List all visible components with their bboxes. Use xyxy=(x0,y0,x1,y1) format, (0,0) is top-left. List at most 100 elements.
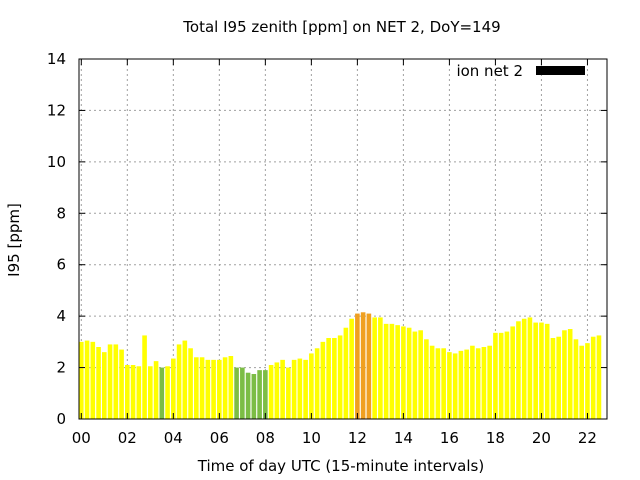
plot-frame xyxy=(78,58,608,420)
x-tick-label: 04 xyxy=(164,429,183,447)
bar xyxy=(79,341,84,419)
bar xyxy=(234,367,239,419)
bar xyxy=(435,348,441,419)
bar xyxy=(90,341,96,419)
y-tick-label: 12 xyxy=(47,101,66,119)
x-tick-label: 16 xyxy=(440,429,459,447)
bar xyxy=(516,321,521,419)
chart-title: Total I95 zenith [ppm] on NET 2, DoY=149 xyxy=(182,18,500,36)
bar xyxy=(533,322,538,419)
bar xyxy=(257,370,262,419)
bar xyxy=(165,366,170,419)
x-tick-label: 02 xyxy=(118,429,137,447)
bar xyxy=(119,349,124,419)
x-tick-label: 00 xyxy=(72,429,91,447)
bar xyxy=(424,339,429,419)
bar xyxy=(130,365,136,419)
bar xyxy=(125,365,130,419)
bar xyxy=(452,353,458,419)
bar xyxy=(136,366,142,419)
bar xyxy=(579,345,584,419)
bar xyxy=(441,348,446,419)
y-tick-label: 8 xyxy=(56,204,66,222)
bar xyxy=(222,357,228,419)
bar xyxy=(544,323,550,419)
bar xyxy=(337,335,343,419)
bar xyxy=(176,344,182,419)
bar xyxy=(366,313,372,419)
bar xyxy=(567,329,573,419)
bar xyxy=(418,330,423,419)
bar xyxy=(539,322,544,419)
bar xyxy=(573,339,579,419)
bar xyxy=(309,353,314,419)
bar xyxy=(521,318,527,419)
bar xyxy=(596,335,602,419)
bar xyxy=(498,332,504,419)
bar xyxy=(383,323,389,419)
bar xyxy=(107,344,113,419)
x-tick-label: 10 xyxy=(302,429,321,447)
y-tick-label: 14 xyxy=(47,50,66,68)
bar xyxy=(314,348,320,419)
bar xyxy=(182,340,188,419)
bar xyxy=(475,348,481,419)
bar xyxy=(286,367,291,419)
y-tick-label: 2 xyxy=(56,359,66,377)
bar xyxy=(556,336,561,419)
bar xyxy=(395,325,400,419)
legend: ion net 2 xyxy=(456,62,585,80)
bar xyxy=(504,331,510,419)
bar xyxy=(228,356,234,419)
bar xyxy=(291,359,297,419)
bar xyxy=(113,344,119,419)
bar xyxy=(590,336,596,419)
bar xyxy=(343,327,349,419)
bar xyxy=(550,338,556,419)
bar xyxy=(389,323,395,419)
bar xyxy=(171,358,176,419)
bar xyxy=(372,317,377,419)
bar xyxy=(96,347,101,419)
bar xyxy=(251,374,257,419)
bar xyxy=(102,352,107,419)
bar xyxy=(447,352,452,419)
bar xyxy=(199,357,205,419)
bar xyxy=(429,345,435,419)
bar xyxy=(245,372,251,419)
bar xyxy=(487,345,492,419)
y-axis-label: I95 [ppm] xyxy=(5,203,23,277)
bar xyxy=(188,348,193,419)
x-tick-label: 06 xyxy=(210,429,229,447)
bar xyxy=(303,359,308,419)
bar xyxy=(280,359,285,419)
x-tick-label: 14 xyxy=(394,429,413,447)
bar xyxy=(464,349,469,419)
bar xyxy=(470,345,475,419)
x-tick-label: 12 xyxy=(348,429,367,447)
bar xyxy=(332,338,337,419)
y-tick-label: 6 xyxy=(56,256,66,274)
bar xyxy=(360,312,366,419)
bar xyxy=(205,359,211,419)
bar xyxy=(263,370,268,419)
x-tick-label: 22 xyxy=(578,429,597,447)
bar xyxy=(481,347,487,419)
x-tick-label: 20 xyxy=(532,429,551,447)
bar xyxy=(355,313,360,419)
bar xyxy=(142,335,147,419)
bar xyxy=(159,367,165,419)
bar xyxy=(84,340,90,419)
bar xyxy=(320,341,326,419)
bar xyxy=(211,359,216,419)
bar xyxy=(562,330,567,419)
legend-label: ion net 2 xyxy=(456,62,523,80)
bar xyxy=(378,317,383,419)
y-tick-label: 4 xyxy=(56,307,66,325)
x-tick-label: 08 xyxy=(256,429,275,447)
bar xyxy=(527,317,533,419)
y-tick-label: 0 xyxy=(56,410,66,428)
bar xyxy=(326,338,331,419)
